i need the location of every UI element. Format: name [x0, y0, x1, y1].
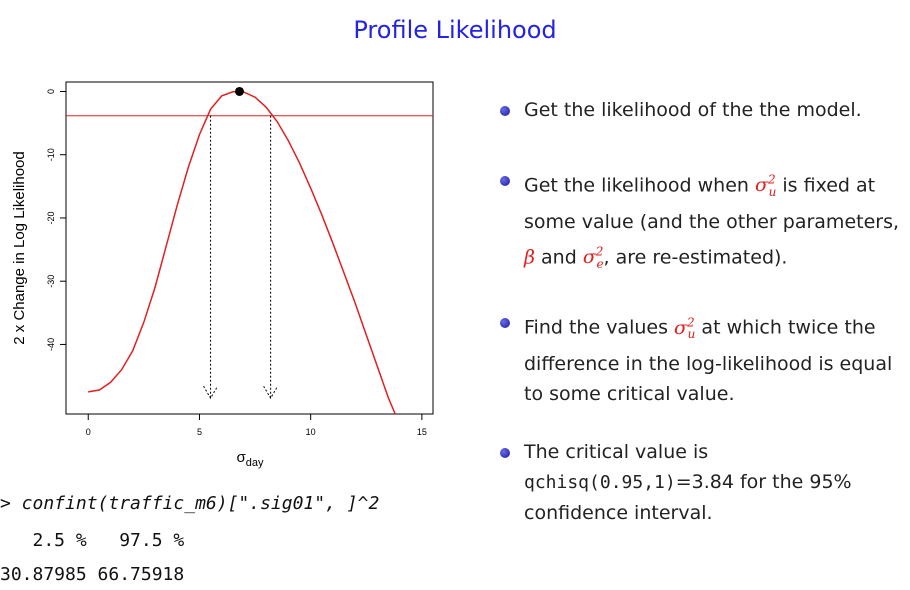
y-tick-label: -20: [46, 211, 56, 224]
sigma-u-squared: σ2u: [674, 315, 696, 342]
x-axis-title: σday: [236, 449, 264, 469]
critical-value-code: qchisq(0.95,1): [524, 472, 676, 494]
y-tick-label: -10: [46, 148, 56, 161]
x-axis-subscript: day: [246, 457, 264, 469]
beta-symbol: β: [524, 246, 535, 269]
bullet-item: Get the likelihood when σ2u is fixed at …: [500, 165, 910, 279]
bullet-icon: [500, 176, 510, 186]
x-axis-symbol: σ: [236, 449, 246, 466]
y-tick-label: -40: [46, 338, 56, 351]
bullet-icon: [500, 318, 510, 329]
code-output-header: 2.5 % 97.5 %: [0, 530, 185, 551]
y-tick-label: 0: [46, 89, 56, 94]
sigma-u-squared: σ2u: [755, 173, 777, 200]
ci-arrow-head: [263, 385, 279, 400]
y-axis: 0 -10 -20 -30 -40: [46, 89, 66, 351]
bullet-list: Get the likelihood of the the model. Get…: [500, 95, 910, 528]
y-tick-label: -30: [46, 275, 56, 288]
bullet-icon: [500, 106, 510, 116]
code-prompt: > confint(traffic_m6)[".sig01", ]^2: [0, 493, 380, 514]
bullet-item: Find the values σ2u at which twice the d…: [500, 307, 910, 409]
bullet-item: The critical value is qchisq(0.95,1)=3.8…: [500, 437, 910, 528]
profile-curve: [88, 90, 396, 415]
code-output-values: 30.87985 66.75918: [0, 564, 185, 585]
x-tick-label: 0: [86, 427, 91, 437]
plot-area: [66, 86, 433, 415]
ci-arrow-head: [203, 385, 219, 400]
x-tick-label: 10: [306, 427, 316, 437]
x-tick-label: 15: [417, 427, 427, 437]
sigma-e-squared: σ2e: [582, 245, 604, 272]
bullet-item: Get the likelihood of the the model.: [500, 95, 910, 125]
max-likelihood-point: [234, 86, 244, 96]
y-axis-title: 2 x Change in Log Likelihood: [11, 151, 28, 344]
plot-frame: [65, 81, 434, 415]
x-axis: 0 5 10 15: [86, 414, 427, 437]
slide-title: Profile Likelihood: [353, 16, 557, 44]
profile-likelihood-chart: 0 -10 -20 -30 -40 0 5 10 15 2 x Change in Log L…: [11, 81, 434, 469]
x-tick-label: 5: [197, 427, 202, 437]
bullet-icon: [500, 448, 510, 459]
